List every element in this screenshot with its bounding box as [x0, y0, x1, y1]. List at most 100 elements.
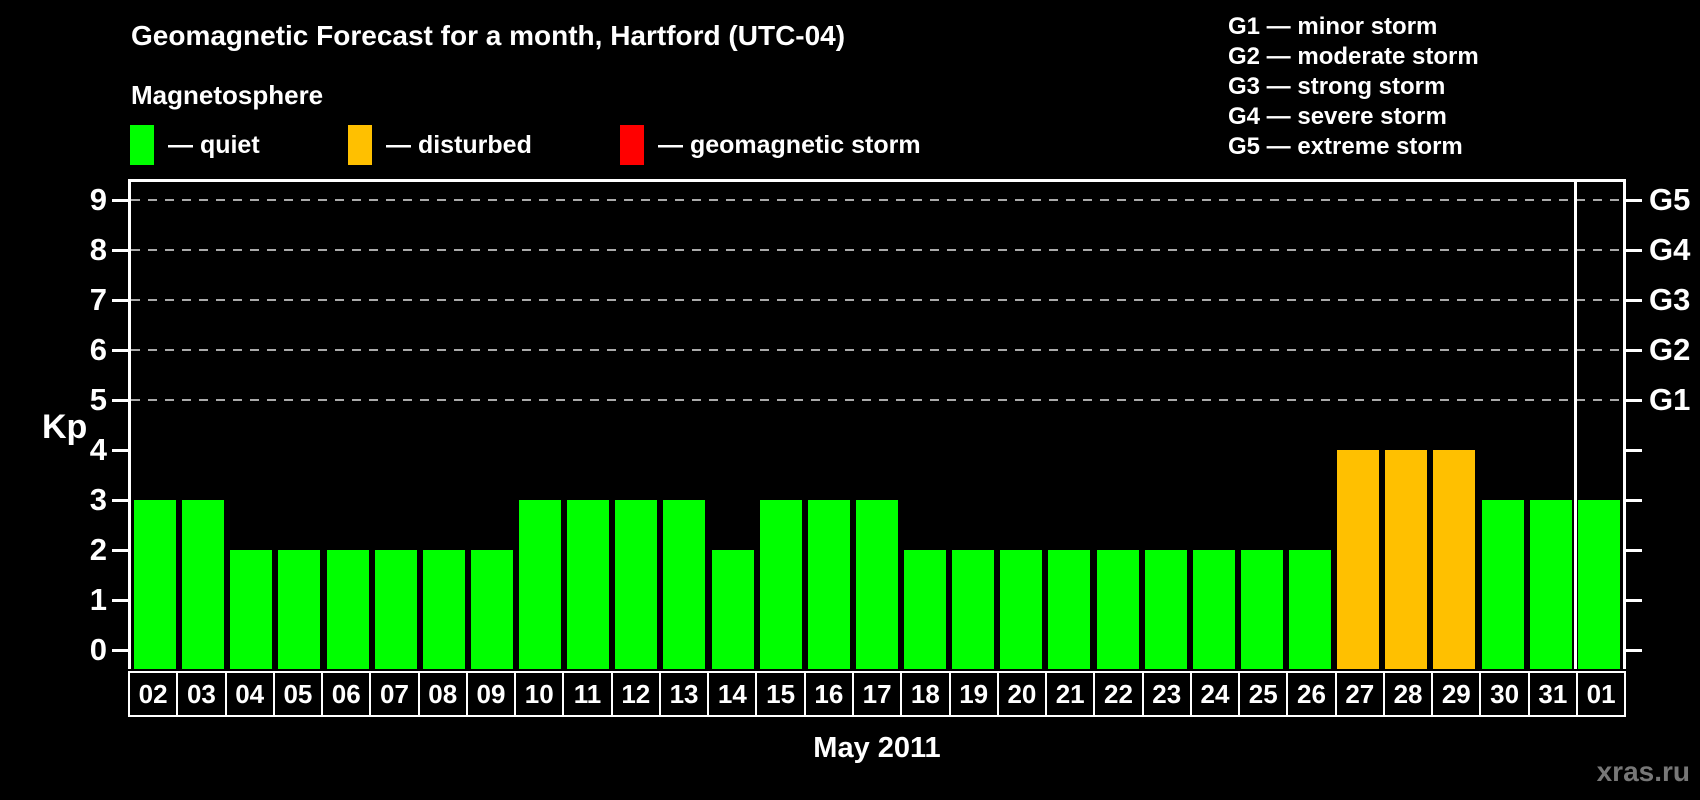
kp-bar-day-19 [952, 550, 995, 669]
kp-bar-day-21 [1048, 550, 1091, 669]
day-label-cell: 05 [272, 671, 324, 717]
y-axis-tick-0 [112, 649, 128, 652]
g-scale-legend-line: G1 — minor storm [1228, 13, 1438, 40]
g-scale-legend-line: G2 — moderate storm [1228, 43, 1479, 70]
y-axis-tick-7 [112, 299, 128, 302]
kp-bar-day-14 [711, 550, 754, 669]
y-axis-tick-label-5: 5 [89, 382, 107, 417]
day-label-cell: 03 [176, 671, 227, 717]
kp-bar-day-26 [1289, 550, 1332, 669]
storm-swatch-icon [620, 125, 644, 165]
right-axis-label-G4: G4 [1649, 232, 1691, 267]
kp-bar-day-09 [470, 550, 513, 669]
kp-bar-day-02 [134, 500, 176, 669]
day-label-cell: 25 [1238, 671, 1289, 717]
day-label-cell: 24 [1189, 671, 1241, 717]
y-axis-tick-label-9: 9 [89, 182, 107, 217]
plot-area: 0 1 2 3 4 5 6 7 8 9 G1 G2 G3 G4 G5 [90, 179, 1690, 669]
y-axis-tick-label-3: 3 [89, 482, 107, 517]
day-label-cell: 06 [321, 671, 372, 717]
g-scale-legend-line: G4 — severe storm [1228, 103, 1447, 130]
kp-bar-day-25 [1240, 550, 1283, 669]
gridline-kp-6 [131, 349, 1623, 351]
day-label-cell: 01 [1575, 671, 1627, 717]
kp-bar-day-12 [615, 500, 658, 669]
right-axis-tick-4 [1626, 449, 1642, 452]
kp-bar-day-27 [1337, 450, 1380, 669]
gridline-kp-9 [131, 199, 1623, 201]
kp-bar-day-08 [422, 550, 465, 669]
kp-bar-day-18 [904, 550, 947, 669]
day-label-cell: 23 [1141, 671, 1192, 717]
day-label-cell: 13 [658, 671, 710, 717]
legend-item-label: — quiet [168, 130, 260, 159]
kp-bar-day-29 [1433, 450, 1476, 669]
y-axis-tick-2 [112, 549, 128, 552]
right-axis-tick-5 [1626, 399, 1642, 402]
y-axis-tick-label-2: 2 [89, 532, 107, 567]
kp-bar-day-07 [374, 550, 417, 669]
g-scale-legend-line: G5 — extreme storm [1228, 133, 1463, 160]
kp-bar-day-05 [278, 550, 321, 669]
y-axis-tick-5 [112, 399, 128, 402]
x-axis-day-labels: 02 03 04 05 06 07 08 09 10 11 12 13 14 15 16 17 18 19 20 21… [128, 671, 1627, 717]
kp-bar-day-06 [326, 550, 369, 669]
kp-bar-day-01 [1577, 500, 1620, 669]
y-axis-tick-label-4: 4 [89, 432, 107, 467]
y-axis-tick-6 [112, 349, 128, 352]
y-axis-tick-9 [112, 199, 128, 202]
kp-bar-day-30 [1481, 500, 1524, 669]
y-axis-tick-label-0: 0 [89, 632, 107, 667]
y-axis-tick-label-1: 1 [89, 582, 107, 617]
kp-bar-day-04 [230, 550, 273, 669]
kp-bar-day-10 [519, 500, 562, 669]
day-label-cell: 12 [610, 671, 661, 717]
gridline-kp-5 [131, 399, 1623, 401]
kp-bar-day-15 [759, 500, 802, 669]
watermark: xras.ru [1596, 756, 1690, 787]
legend-item-label: — geomagnetic storm [658, 130, 921, 159]
y-axis-tick-label-7: 7 [89, 282, 107, 317]
kp-bar-day-16 [807, 500, 850, 669]
status-legend: — quiet — disturbed — geomagnetic storm [0, 122, 1100, 168]
kp-bar-day-13 [663, 500, 706, 669]
legend-item-label: — disturbed [386, 130, 532, 159]
day-label-cell: 19 [948, 671, 999, 717]
right-axis-label-G1: G1 [1649, 382, 1691, 417]
right-axis-tick-6 [1626, 349, 1642, 352]
right-axis-tick-7 [1626, 299, 1642, 302]
right-axis-tick-3 [1626, 499, 1642, 502]
right-axis-tick-1 [1626, 599, 1642, 602]
day-label-cell: 15 [755, 671, 806, 717]
gridline-kp-7 [131, 299, 1623, 301]
right-axis-tick-2 [1626, 549, 1642, 552]
month-boundary-line [1573, 182, 1577, 669]
kp-bar-day-17 [855, 500, 898, 669]
kp-bar-day-23 [1144, 550, 1187, 669]
kp-bar-day-20 [1000, 550, 1043, 669]
kp-bar-day-28 [1385, 450, 1428, 669]
right-axis-label-G5: G5 [1649, 182, 1691, 217]
day-label-cell: 09 [465, 671, 517, 717]
day-label-cell: 17 [851, 671, 903, 717]
legend-item-quiet: — quiet [130, 122, 260, 168]
day-label-cell: 08 [417, 671, 468, 717]
right-axis-tick-9 [1626, 199, 1642, 202]
day-label-cell: 11 [562, 671, 613, 717]
gridline-kp-8 [131, 249, 1623, 251]
y-axis-tick-label-8: 8 [89, 232, 107, 267]
right-axis-tick-8 [1626, 249, 1642, 252]
g-scale-legend: G1 — minor storm G2 — moderate storm G3 — … [1228, 12, 1479, 162]
right-axis-label-G3: G3 [1649, 282, 1691, 317]
legend-item-storm: — geomagnetic storm [620, 122, 921, 168]
y-axis-tick-4 [112, 449, 128, 452]
magnetosphere-legend-title: Magnetosphere [131, 80, 324, 110]
g-scale-legend-line: G3 — strong storm [1228, 73, 1446, 100]
day-label-cell: 26 [1286, 671, 1337, 717]
y-axis-tick-label-6: 6 [89, 332, 107, 367]
day-label-cell: 21 [1045, 671, 1096, 717]
day-label-cell: 27 [1334, 671, 1385, 717]
kp-bar-day-22 [1096, 550, 1139, 669]
right-axis-label-G2: G2 [1649, 332, 1691, 367]
